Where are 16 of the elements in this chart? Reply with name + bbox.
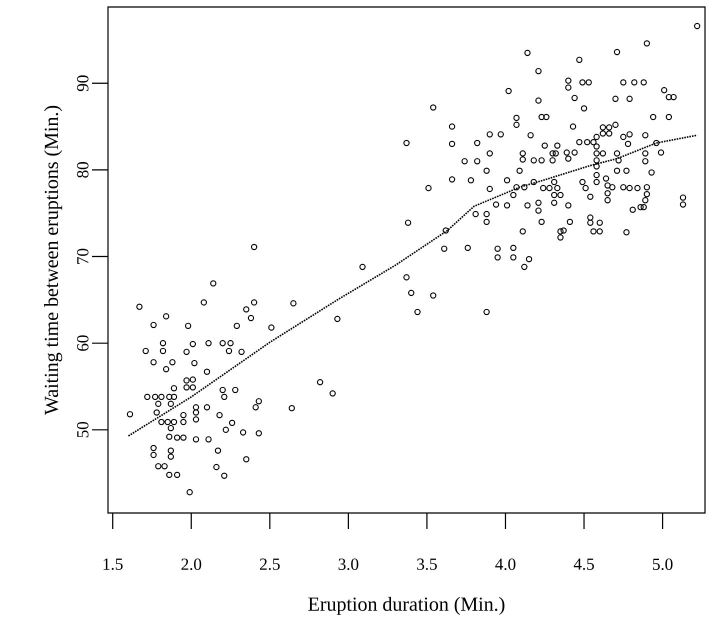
x-tick-label: 3.0 [338, 558, 358, 570]
x-tick-label: 4.0 [495, 558, 516, 570]
x-tick-label: 4.5 [574, 558, 594, 570]
y-axis-title: Waiting time between eruptions (Min.) [44, 106, 62, 415]
y-tick-label: 80 [77, 162, 88, 178]
y-tick-label: 60 [77, 335, 88, 351]
x-tick-label: 2.0 [181, 558, 202, 570]
y-tick-label: 50 [77, 422, 88, 438]
x-axis-title: Eruption duration (Min.) [308, 596, 504, 615]
x-tick-label: 1.5 [104, 558, 123, 570]
line-series [128, 134, 698, 437]
y-tick-label: 90 [77, 75, 88, 92]
y-tick-label: 70 [77, 248, 88, 264]
x-tick-label: 2.5 [260, 558, 280, 570]
x-tick-label: 5.0 [652, 558, 673, 570]
x-tick-label: 3.5 [417, 558, 437, 570]
